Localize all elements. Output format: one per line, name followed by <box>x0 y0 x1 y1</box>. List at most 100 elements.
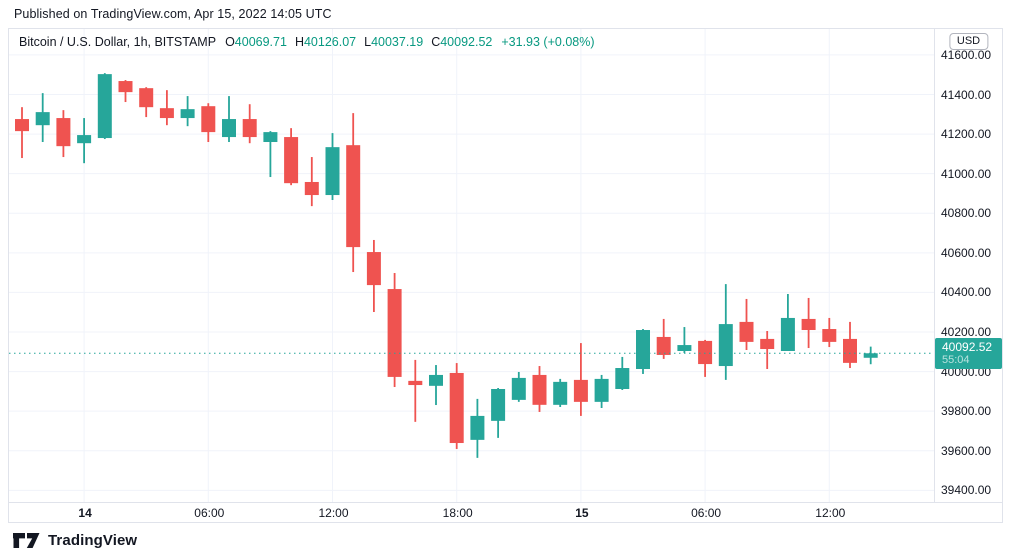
candle <box>366 239 381 313</box>
candle <box>573 343 588 416</box>
price-tick-label: 40200.00 <box>941 324 992 339</box>
symbol-title: Bitcoin / U.S. Dollar, 1h, BITSTAMP <box>19 35 217 49</box>
candle <box>325 133 340 200</box>
candle <box>615 356 630 390</box>
chart-pane[interactable]: Bitcoin / U.S. Dollar, 1h, BITSTAMP O400… <box>9 29 934 502</box>
candle <box>449 363 464 449</box>
candle-body <box>366 252 381 286</box>
candle-wick <box>269 131 272 178</box>
candle-body <box>242 119 257 138</box>
candle-body <box>677 345 692 351</box>
candle <box>760 331 775 370</box>
candle <box>739 298 754 351</box>
candle-body <box>698 340 713 365</box>
candle-body <box>139 88 154 108</box>
candle <box>97 73 112 140</box>
candle-body <box>346 145 361 248</box>
candle-wick <box>310 157 313 207</box>
candle-wick <box>21 107 23 159</box>
candle-wick <box>683 327 686 353</box>
candle-body <box>118 81 133 93</box>
tradingview-logo-icon[interactable] <box>13 532 40 549</box>
price-tick-label: 41200.00 <box>941 127 992 142</box>
candle-body <box>780 317 795 351</box>
candle <box>636 329 650 374</box>
chart-canvas[interactable] <box>9 29 934 502</box>
candle-body <box>180 109 195 119</box>
candle-body <box>863 353 878 358</box>
candle <box>718 284 733 380</box>
candle-body <box>843 338 857 363</box>
candle <box>263 131 278 178</box>
chart-widget: Bitcoin / U.S. Dollar, 1h, BITSTAMP O400… <box>8 28 1003 523</box>
candle-body <box>718 324 733 367</box>
bar-countdown: 55:04 <box>942 354 970 367</box>
candle <box>491 388 506 438</box>
time-tick-label: 12:00 <box>318 506 349 520</box>
candle <box>201 103 216 143</box>
candle <box>677 327 692 353</box>
time-tick-label: 06:00 <box>691 506 722 520</box>
price-tick-label: 40400.00 <box>941 285 992 300</box>
legend: Bitcoin / U.S. Dollar, 1h, BITSTAMP O400… <box>19 35 595 49</box>
candle-wick <box>166 90 168 126</box>
candle-wick <box>414 359 417 422</box>
candle-body <box>594 378 609 402</box>
candle <box>408 359 423 422</box>
candle <box>594 374 609 408</box>
brand-name[interactable]: TradingView <box>48 532 138 549</box>
price-tick-label: 40600.00 <box>941 245 992 260</box>
candle <box>387 273 402 388</box>
candle <box>180 96 195 127</box>
price-tick-label: 39400.00 <box>941 483 992 498</box>
legend-ohlc-item: H40126.07 <box>294 35 357 49</box>
footer: TradingView <box>0 523 1012 558</box>
candle-body <box>263 132 278 143</box>
candle-body <box>573 379 588 402</box>
last-price-badge: 40092.52 55:04 <box>935 338 1002 370</box>
candle <box>159 90 174 126</box>
time-tick-label: 15 <box>575 506 589 520</box>
currency-badge: USD <box>948 33 989 50</box>
candle-wick <box>580 343 582 416</box>
candle-body <box>97 74 112 139</box>
time-tick-label: 06:00 <box>194 506 225 520</box>
candle-body <box>739 321 754 342</box>
candle <box>77 118 92 164</box>
candle <box>863 346 878 365</box>
candle <box>698 339 713 377</box>
candle-body <box>636 330 650 370</box>
candle-body <box>429 374 443 386</box>
candle-body <box>511 377 526 400</box>
candle <box>139 87 154 118</box>
candle-body <box>801 318 816 331</box>
candle <box>429 365 443 406</box>
candle <box>242 104 257 144</box>
candle-body <box>35 112 50 126</box>
time-tick-label: 14 <box>78 506 92 520</box>
candle <box>780 293 795 351</box>
candle <box>56 110 71 158</box>
candle <box>822 317 837 348</box>
candle-body <box>822 329 837 342</box>
candle <box>656 318 671 359</box>
candle <box>118 80 133 103</box>
candle <box>222 96 236 143</box>
time-tick-label: 18:00 <box>442 506 473 520</box>
candle-body <box>553 381 568 405</box>
price-tick-label: 39800.00 <box>941 404 992 419</box>
price-tick-label: 40800.00 <box>941 206 992 221</box>
legend-ohlc-item: O40069.71 <box>225 35 287 49</box>
candle <box>532 366 547 412</box>
candle-body <box>470 415 485 440</box>
candle <box>35 93 50 143</box>
candle <box>801 297 816 349</box>
candle-body <box>77 135 92 144</box>
price-axis[interactable]: USD 40092.52 55:04 41600.00 41400.00 41200… <box>934 29 1002 502</box>
time-axis[interactable]: 14 06:00 12:00 18:00 15 06:00 12:00 <box>9 502 1002 522</box>
candle-body <box>656 336 671 355</box>
candle-body <box>325 147 340 196</box>
candle-body <box>56 118 71 147</box>
candle <box>843 321 857 369</box>
candle <box>470 398 485 458</box>
